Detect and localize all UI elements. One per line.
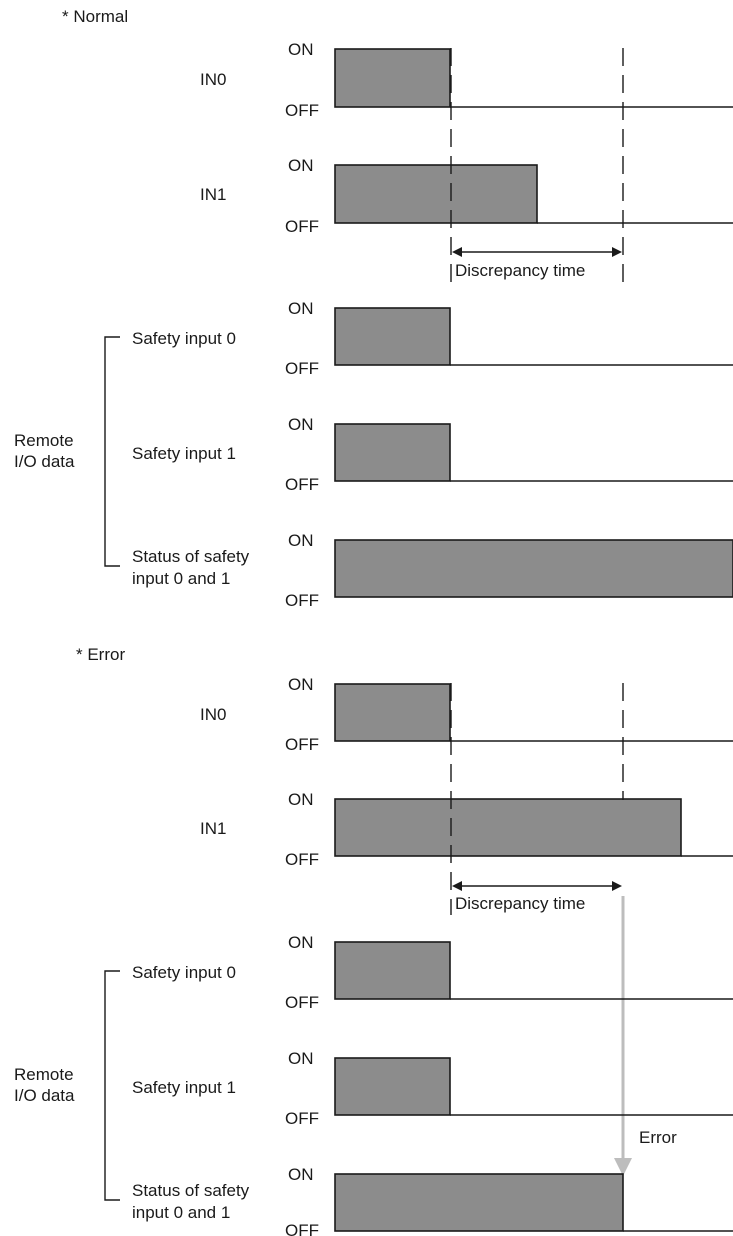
- normal-in0-pulse: [334, 48, 451, 108]
- error-safety0-off: OFF: [285, 993, 319, 1012]
- error-safety0-label: Safety input 0: [132, 963, 236, 982]
- error-status-pulse: [334, 1173, 624, 1232]
- error-status-label-1: Status of safety: [132, 1181, 250, 1200]
- normal-arrowhead-left: [452, 247, 462, 257]
- normal-status-on: ON: [288, 531, 314, 550]
- error-in1-off: OFF: [285, 850, 319, 869]
- error-remote-io-bracket: [104, 970, 120, 1201]
- error-label: Error: [639, 1128, 677, 1147]
- normal-status-pulse: [334, 539, 733, 598]
- normal-status-label-1: Status of safety: [132, 547, 250, 566]
- normal-discrepancy-label: Discrepancy time: [455, 261, 585, 280]
- error-safety0-pulse: [334, 941, 451, 1000]
- normal-in0-off: OFF: [285, 101, 319, 120]
- normal-in1-off: OFF: [285, 217, 319, 236]
- normal-remote-label-2: I/O data: [14, 452, 75, 471]
- error-in0-label: IN0: [200, 705, 226, 724]
- error-safety1-off: OFF: [285, 1109, 319, 1128]
- error-remote-label-2: I/O data: [14, 1086, 75, 1105]
- error-status-on: ON: [288, 1165, 314, 1184]
- normal-in0-on: ON: [288, 40, 314, 59]
- normal-status-label-2: input 0 and 1: [132, 569, 230, 588]
- normal-safety1-pulse: [334, 423, 451, 482]
- error-safety1-pulse: [334, 1057, 451, 1116]
- error-status-label-2: input 0 and 1: [132, 1203, 230, 1222]
- error-in0-off: OFF: [285, 735, 319, 754]
- error-in1-pulse: [334, 798, 682, 857]
- error-safety0-on: ON: [288, 933, 314, 952]
- normal-in0-label: IN0: [200, 70, 226, 89]
- normal-safety0-off: OFF: [285, 359, 319, 378]
- normal-safety0-pulse: [334, 307, 451, 366]
- error-in1-on: ON: [288, 790, 314, 809]
- normal-safety0-on: ON: [288, 299, 314, 318]
- error-in0-pulse: [334, 683, 451, 742]
- error-arrowhead-left: [452, 881, 462, 891]
- normal-arrowhead-right: [612, 247, 622, 257]
- normal-safety0-label: Safety input 0: [132, 329, 236, 348]
- normal-status-off: OFF: [285, 591, 319, 610]
- normal-in1-pulse: [334, 164, 538, 224]
- error-status-off: OFF: [285, 1221, 319, 1236]
- normal-remote-io-bracket: [104, 336, 120, 567]
- error-safety1-label: Safety input 1: [132, 1078, 236, 1097]
- error-safety1-on: ON: [288, 1049, 314, 1068]
- error-heading: * Error: [76, 645, 125, 664]
- error-in0-on: ON: [288, 675, 314, 694]
- error-remote-label-1: Remote: [14, 1065, 74, 1084]
- normal-safety1-label: Safety input 1: [132, 444, 236, 463]
- normal-safety1-off: OFF: [285, 475, 319, 494]
- error-in1-label: IN1: [200, 819, 226, 838]
- error-discrepancy-label: Discrepancy time: [455, 894, 585, 913]
- error-arrowhead-right: [612, 881, 622, 891]
- normal-remote-label-1: Remote: [14, 431, 74, 450]
- normal-in1-on: ON: [288, 156, 314, 175]
- error-arrowhead: [614, 1158, 632, 1176]
- normal-in1-label: IN1: [200, 185, 226, 204]
- normal-heading: * Normal: [62, 7, 128, 26]
- normal-safety1-on: ON: [288, 415, 314, 434]
